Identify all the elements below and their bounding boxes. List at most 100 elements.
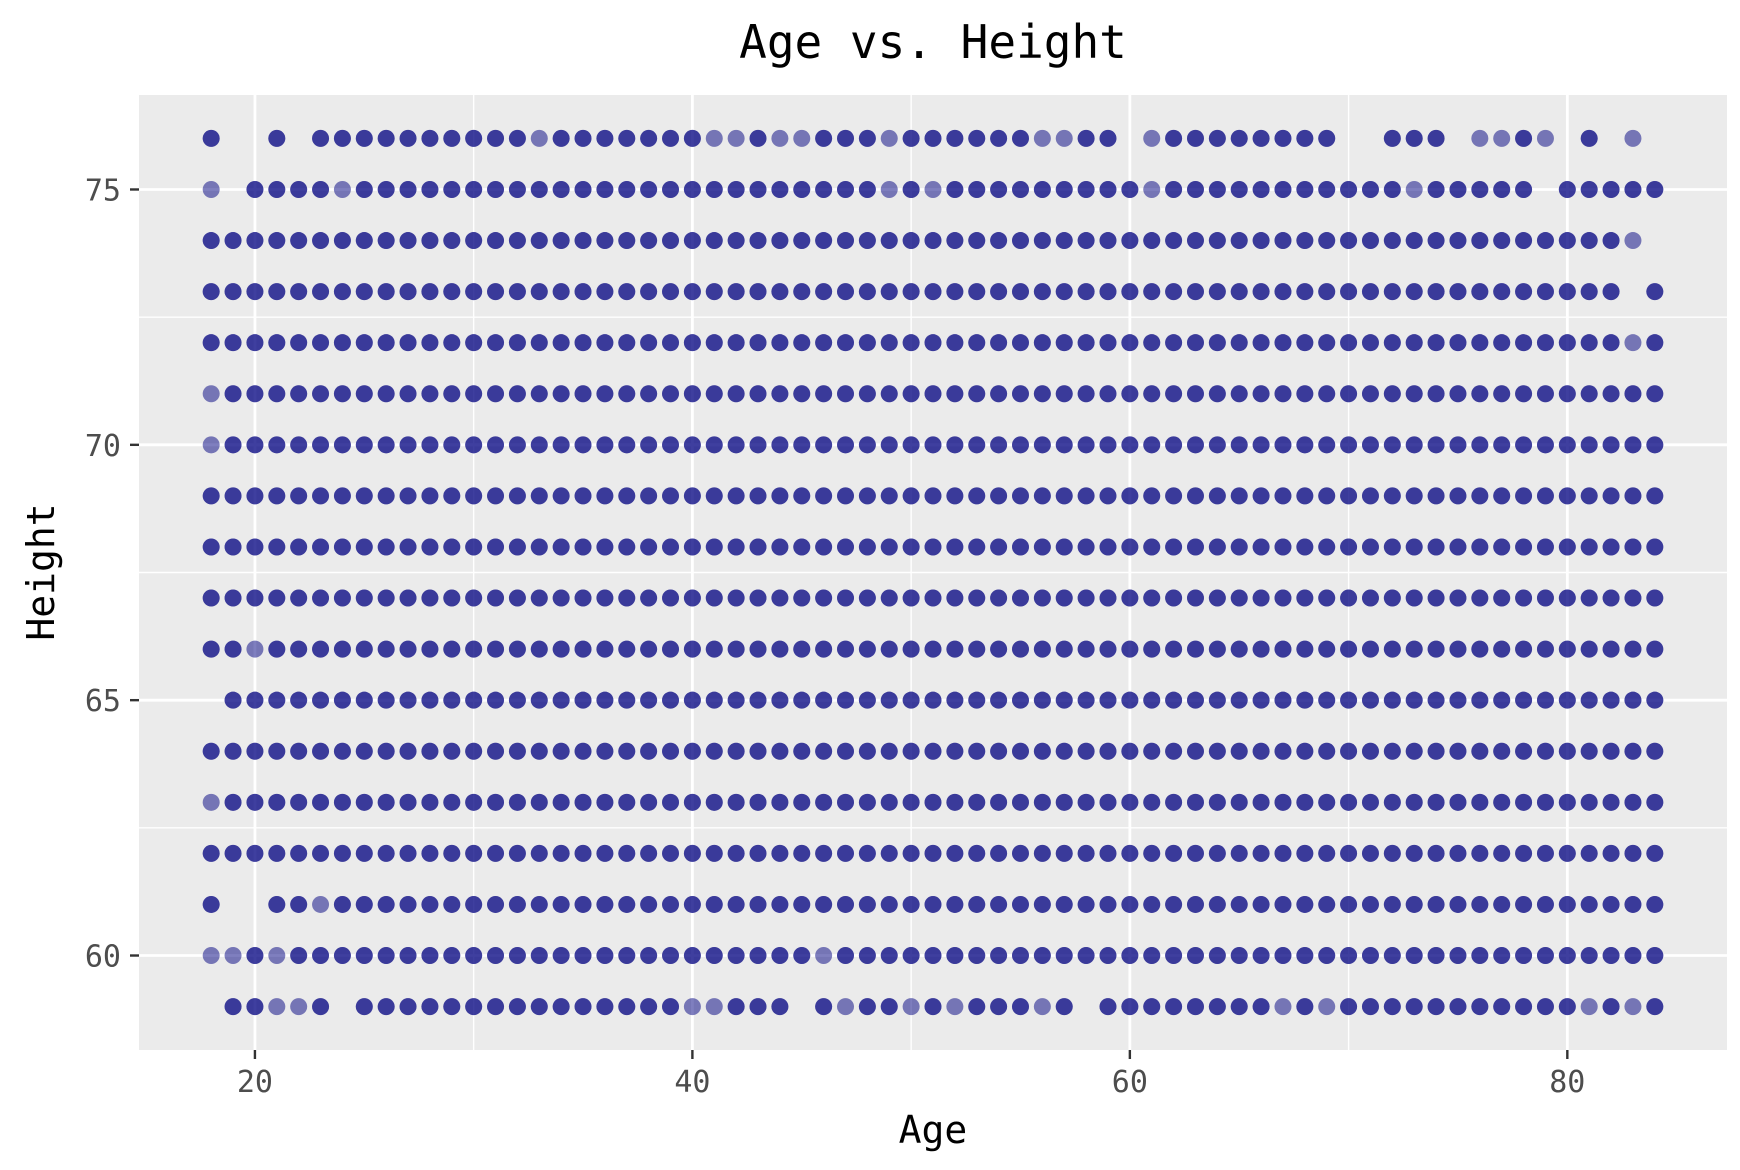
data-point — [837, 742, 855, 760]
data-point — [683, 334, 701, 352]
data-point — [443, 487, 461, 505]
data-point — [1471, 129, 1489, 147]
data-point — [1230, 232, 1248, 250]
data-point — [1580, 947, 1598, 965]
data-point — [508, 538, 526, 556]
data-point — [1405, 487, 1423, 505]
data-point — [1077, 895, 1095, 913]
data-point — [771, 589, 789, 607]
data-point — [443, 385, 461, 403]
data-point — [1143, 589, 1161, 607]
data-point — [858, 232, 876, 250]
data-point — [880, 844, 898, 862]
data-point — [1558, 436, 1576, 454]
data-point — [596, 487, 614, 505]
data-point — [946, 947, 964, 965]
data-point — [1121, 691, 1139, 709]
data-point — [1580, 129, 1598, 147]
data-point — [268, 538, 286, 556]
data-point — [443, 538, 461, 556]
data-point — [530, 640, 548, 658]
data-point — [268, 640, 286, 658]
data-point — [552, 742, 570, 760]
data-point — [333, 589, 351, 607]
data-point — [683, 129, 701, 147]
data-point — [705, 844, 723, 862]
data-point — [1361, 691, 1379, 709]
data-point — [268, 180, 286, 198]
data-point — [1143, 283, 1161, 301]
data-point — [1318, 538, 1336, 556]
data-point — [202, 844, 220, 862]
data-point — [1558, 844, 1576, 862]
data-point — [1121, 947, 1139, 965]
data-point — [1340, 998, 1358, 1016]
data-point — [246, 793, 264, 811]
data-point — [662, 895, 680, 913]
data-point — [1449, 283, 1467, 301]
data-point — [1427, 334, 1445, 352]
data-point — [968, 998, 986, 1016]
data-point — [683, 180, 701, 198]
data-point — [333, 180, 351, 198]
data-point — [705, 487, 723, 505]
data-point — [1143, 436, 1161, 454]
data-point — [858, 640, 876, 658]
data-point — [1186, 589, 1204, 607]
data-point — [880, 895, 898, 913]
data-point — [1208, 487, 1226, 505]
data-point — [1077, 283, 1095, 301]
data-point — [290, 487, 308, 505]
data-point — [355, 947, 373, 965]
data-point — [618, 844, 636, 862]
data-point — [421, 640, 439, 658]
data-point — [1121, 589, 1139, 607]
data-point — [837, 895, 855, 913]
data-point — [552, 436, 570, 454]
data-point — [1274, 436, 1292, 454]
data-point — [837, 283, 855, 301]
data-point — [377, 334, 395, 352]
data-point — [662, 180, 680, 198]
data-point — [377, 129, 395, 147]
data-point — [355, 232, 373, 250]
data-point — [1296, 129, 1314, 147]
data-point — [924, 640, 942, 658]
data-point — [1536, 640, 1554, 658]
data-point — [224, 742, 242, 760]
data-point — [487, 538, 505, 556]
data-point — [377, 232, 395, 250]
data-point — [290, 793, 308, 811]
data-point — [1296, 895, 1314, 913]
data-point — [1208, 436, 1226, 454]
data-point — [1274, 895, 1292, 913]
data-point — [1361, 895, 1379, 913]
data-point — [290, 589, 308, 607]
data-point — [399, 283, 417, 301]
data-point — [1186, 334, 1204, 352]
data-point — [705, 232, 723, 250]
data-point — [1602, 436, 1620, 454]
data-point — [815, 844, 833, 862]
data-point — [858, 691, 876, 709]
data-point — [312, 232, 330, 250]
data-point — [1646, 844, 1664, 862]
data-point — [924, 998, 942, 1016]
data-point — [399, 436, 417, 454]
data-point — [880, 232, 898, 250]
data-point — [946, 691, 964, 709]
data-point — [377, 947, 395, 965]
data-point — [355, 538, 373, 556]
data-point — [1143, 538, 1161, 556]
data-point — [377, 895, 395, 913]
data-point — [1580, 844, 1598, 862]
data-point — [530, 385, 548, 403]
data-point — [1099, 283, 1117, 301]
data-point — [1624, 589, 1642, 607]
data-point — [596, 385, 614, 403]
data-point — [1143, 998, 1161, 1016]
data-point — [1536, 589, 1554, 607]
data-point — [858, 436, 876, 454]
data-point — [683, 895, 701, 913]
data-point — [355, 436, 373, 454]
